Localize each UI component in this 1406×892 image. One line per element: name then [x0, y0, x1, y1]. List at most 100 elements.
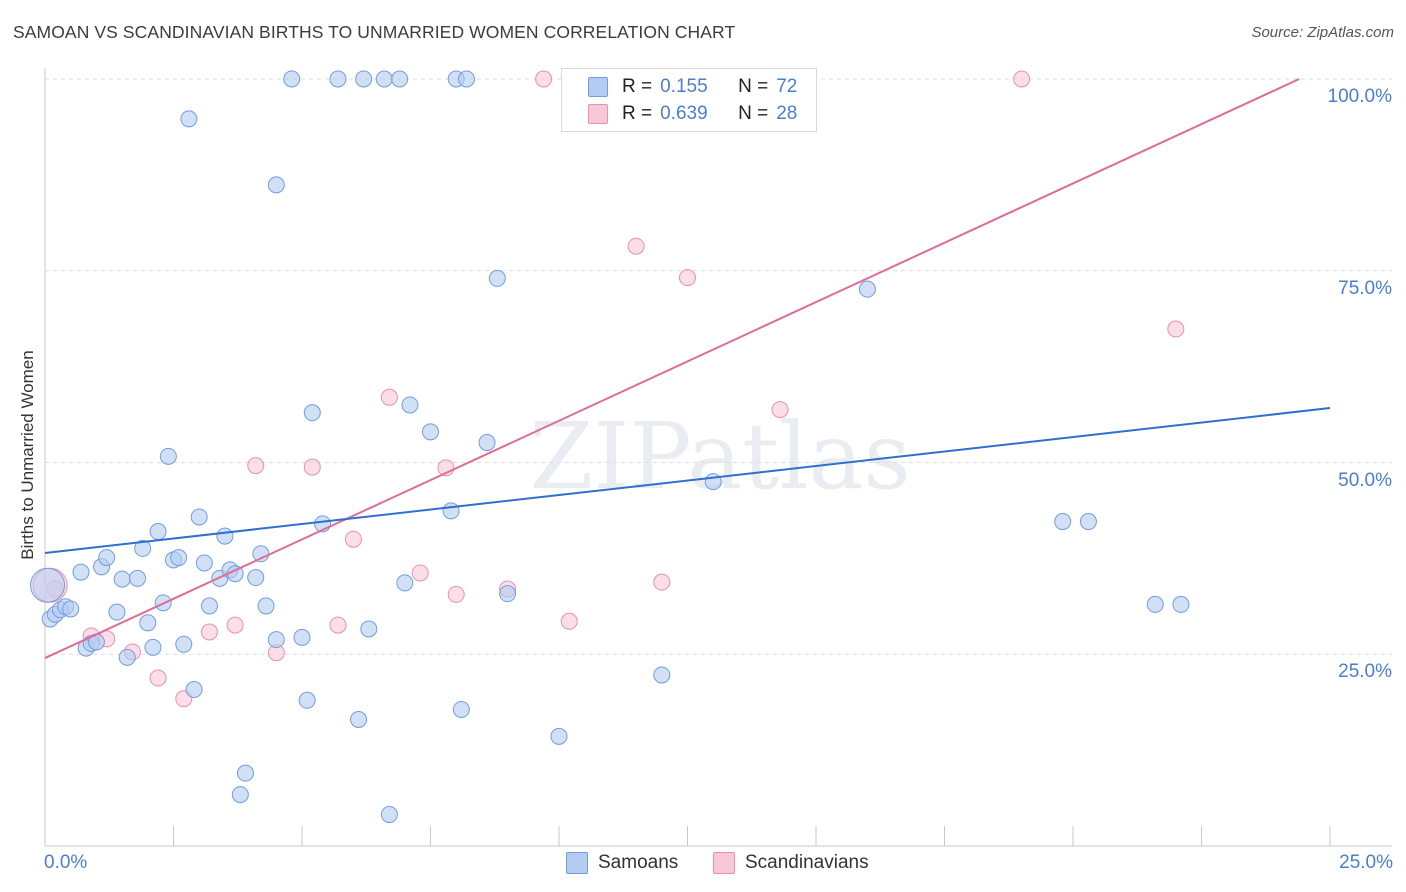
samoan-point — [175, 635, 193, 653]
scandinavian-point — [560, 612, 578, 630]
scandinavian-point — [149, 669, 167, 687]
samoan-point — [488, 269, 506, 287]
samoan-point — [360, 620, 378, 638]
samoan-point — [653, 666, 671, 684]
samoan-point — [303, 404, 321, 422]
scandinavians-trend-line — [44, 78, 1300, 659]
samoan-point — [452, 700, 470, 718]
samoan-point — [236, 764, 254, 782]
scandinavians-r-value: 0.639 — [660, 103, 708, 124]
samoan-point — [375, 70, 393, 88]
scandinavian-point — [1013, 70, 1031, 88]
samoan-point — [200, 597, 218, 615]
samoan-point — [170, 549, 188, 567]
samoan-point — [858, 280, 876, 298]
scandinavian-point — [771, 401, 789, 419]
samoan-point — [108, 603, 126, 621]
samoan-point — [139, 614, 157, 632]
samoan-point — [283, 70, 301, 88]
samoan-point — [159, 447, 177, 465]
samoans-swatch — [588, 77, 608, 97]
legend-row-scandinavians: R = 0.639 N = 28 — [562, 101, 797, 127]
samoan-point — [257, 597, 275, 615]
scandinavian-point — [200, 623, 218, 641]
samoan-point — [401, 396, 419, 414]
samoan-point — [185, 681, 203, 699]
watermark: ZIPatlas — [529, 403, 910, 510]
samoan-point — [231, 786, 249, 804]
scandinavian-point — [303, 458, 321, 476]
samoan-point — [216, 527, 234, 545]
bottom-legend-samoans[interactable]: Samoans — [566, 852, 678, 874]
source-label: Source: ZipAtlas.com — [1251, 24, 1394, 41]
scandinavian-point — [535, 70, 553, 88]
y-tick-label: 75.0% — [1338, 277, 1392, 299]
scandinavian-point — [1167, 320, 1185, 338]
samoan-point — [118, 648, 136, 666]
samoan-point — [442, 502, 460, 520]
samoans-legend-label: Samoans — [598, 852, 679, 873]
samoan-point — [298, 691, 316, 709]
scandinavian-point — [447, 585, 465, 603]
samoans-points — [30, 70, 1190, 824]
samoan-point — [293, 628, 311, 646]
scandinavian-point — [627, 237, 645, 255]
scandinavians-legend-swatch — [713, 852, 735, 874]
samoans-r-label: R = — [622, 76, 653, 97]
bottom-legend-scandinavians[interactable]: Scandinavians — [713, 852, 869, 874]
samoan-point — [391, 70, 409, 88]
samoan-point — [350, 710, 368, 728]
samoan-point — [195, 554, 213, 572]
samoan-point — [1054, 513, 1072, 531]
samoans-trend-line — [44, 407, 1331, 554]
samoan-point — [1172, 595, 1190, 613]
samoan-point — [190, 508, 208, 526]
scandinavian-point — [247, 457, 265, 475]
scandinavian-point — [226, 616, 244, 634]
samoan-point — [247, 569, 265, 587]
samoans-n-label: N = — [738, 76, 769, 97]
scandinavians-n-value: 28 — [776, 103, 798, 124]
samoan-point — [267, 176, 285, 194]
scandinavians-n-label: N = — [738, 103, 769, 124]
x-tick-max: 25.0% — [1339, 852, 1393, 873]
legend-row-samoans: R = 0.155 N = 72 — [562, 74, 797, 100]
axes — [44, 68, 1392, 847]
samoan-point — [396, 574, 414, 592]
samoan-point — [550, 727, 568, 745]
samoan-point — [1079, 513, 1097, 531]
samoan-point — [30, 567, 66, 603]
y-tick-label: 25.0% — [1338, 661, 1392, 683]
samoans-legend-swatch — [566, 852, 588, 874]
samoan-point — [422, 423, 439, 441]
grid-lines — [45, 78, 1392, 655]
y-tick-label: 50.0% — [1338, 469, 1392, 491]
samoan-point — [149, 523, 167, 541]
samoan-point — [113, 570, 131, 588]
scandinavian-point — [653, 573, 671, 591]
samoan-point — [134, 539, 152, 557]
samoan-point — [144, 638, 162, 656]
x-tick-min: 0.0% — [44, 852, 88, 873]
samoan-point — [72, 563, 90, 581]
samoan-point — [478, 434, 496, 452]
samoan-point — [180, 110, 198, 128]
y-tick-label: 100.0% — [1327, 86, 1392, 107]
scandinavians-r-label: R = — [622, 103, 653, 124]
scandinavians-swatch — [588, 104, 608, 124]
samoan-point — [62, 600, 80, 618]
scandinavian-point — [329, 616, 347, 634]
samoan-point — [355, 70, 373, 88]
samoan-point — [1146, 595, 1164, 613]
scandinavian-point — [380, 388, 398, 406]
correlation-legend: R = 0.155 N = 72 R = 0.639 N = 28 — [561, 68, 817, 132]
scandinavian-point — [344, 530, 362, 548]
scandinavian-point — [679, 269, 696, 287]
samoans-n-value: 72 — [776, 76, 798, 97]
samoan-point — [129, 569, 147, 587]
samoan-point — [329, 70, 347, 88]
chart-title: SAMOAN VS SCANDINAVIAN BIRTHS TO UNMARRI… — [13, 22, 736, 42]
trend-lines — [44, 78, 1331, 659]
scandinavian-point — [411, 564, 429, 582]
